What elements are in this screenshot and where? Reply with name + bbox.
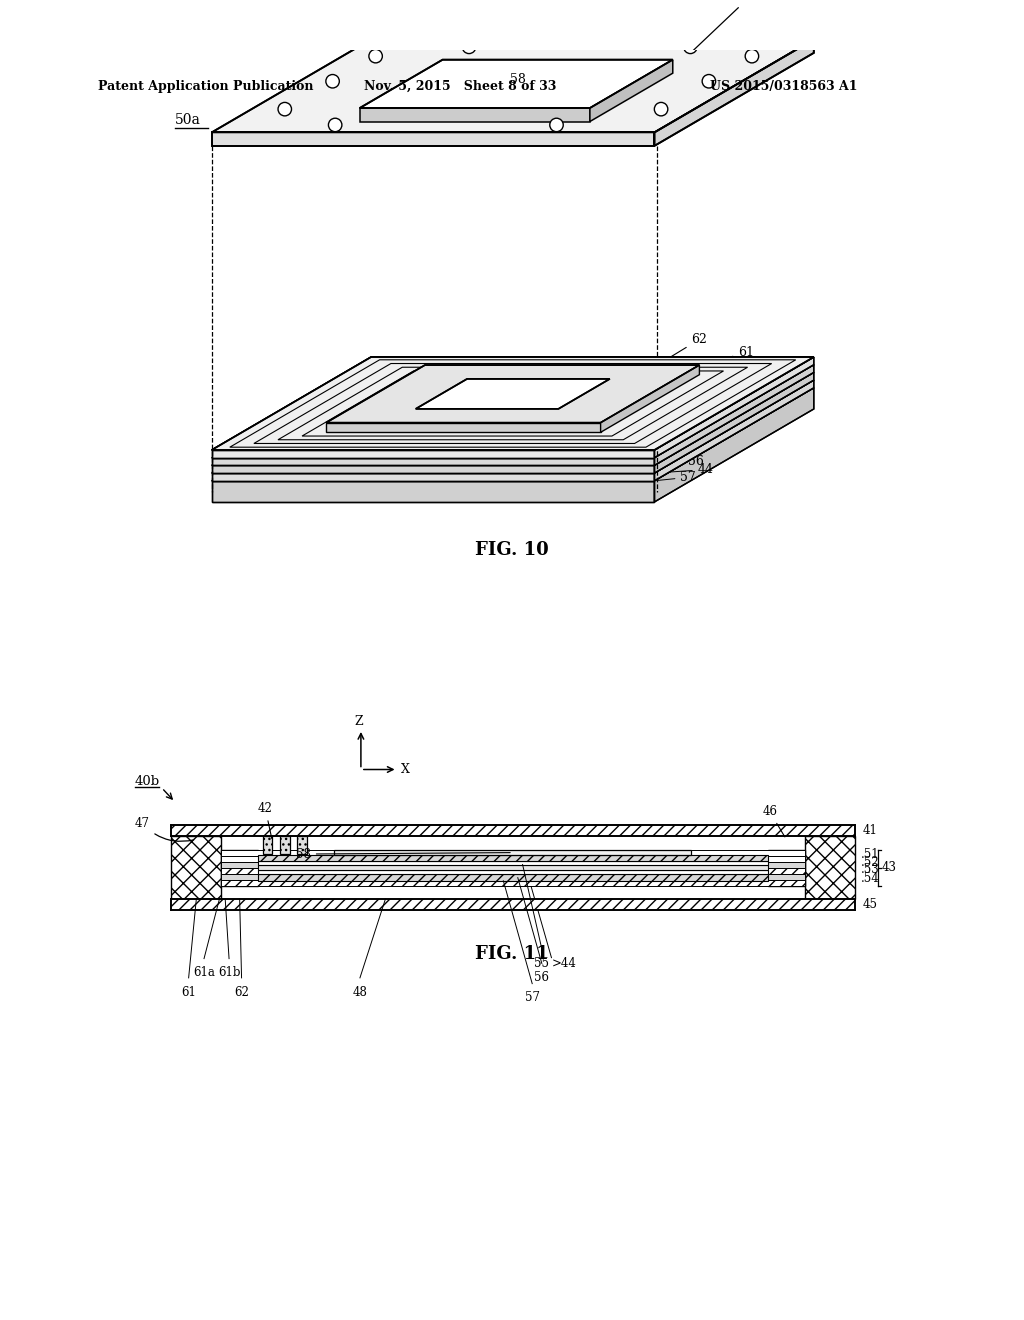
Polygon shape (654, 356, 814, 458)
Text: Nov. 5, 2015   Sheet 8 of 33: Nov. 5, 2015 Sheet 8 of 33 (364, 79, 556, 92)
Text: 41: 41 (862, 824, 878, 837)
Polygon shape (212, 372, 814, 466)
Text: 61: 61 (679, 346, 755, 370)
Circle shape (369, 49, 382, 63)
Polygon shape (416, 379, 610, 409)
Text: 45: 45 (862, 898, 878, 911)
Text: .54: .54 (860, 873, 880, 884)
Text: FIG. 10: FIG. 10 (475, 541, 549, 560)
Bar (258, 874, 768, 880)
Bar (221, 855, 805, 862)
Bar (221, 879, 805, 886)
Text: 57: 57 (524, 991, 540, 1005)
Polygon shape (359, 59, 673, 108)
Polygon shape (326, 366, 699, 422)
Text: US 2015/0318563 A1: US 2015/0318563 A1 (711, 79, 858, 92)
Polygon shape (212, 356, 814, 450)
Text: 40b: 40b (135, 775, 160, 788)
Text: 57: 57 (657, 471, 696, 483)
Text: 61a: 61a (194, 966, 215, 979)
Text: 58: 58 (510, 74, 526, 86)
Bar (768, 850, 805, 886)
Bar (335, 850, 691, 854)
Text: 55: 55 (657, 447, 694, 461)
Text: .51: .51 (860, 849, 879, 862)
Circle shape (745, 49, 759, 63)
Circle shape (550, 119, 563, 132)
Bar (263, 837, 272, 854)
Text: Z: Z (354, 715, 364, 727)
Bar (805, 837, 855, 899)
Polygon shape (212, 473, 654, 480)
Bar (258, 865, 768, 870)
Text: .53: .53 (860, 863, 880, 876)
Polygon shape (590, 59, 673, 121)
Text: X: X (401, 763, 411, 776)
Bar (221, 874, 805, 879)
Text: >44: >44 (552, 957, 577, 970)
Polygon shape (654, 380, 814, 480)
Circle shape (654, 103, 668, 116)
Text: 56: 56 (657, 455, 703, 469)
Circle shape (702, 74, 716, 88)
Polygon shape (212, 480, 654, 502)
Text: 46: 46 (762, 805, 784, 837)
Polygon shape (654, 388, 814, 502)
Circle shape (326, 74, 339, 88)
Bar (258, 861, 768, 865)
Polygon shape (212, 388, 814, 480)
Bar (221, 867, 805, 874)
Text: 61: 61 (181, 986, 196, 998)
Text: FIG. 11: FIG. 11 (475, 945, 549, 964)
Text: 53: 53 (687, 0, 759, 55)
Text: 47: 47 (135, 817, 194, 841)
Text: 61b: 61b (218, 966, 241, 979)
Polygon shape (212, 356, 814, 450)
Polygon shape (326, 422, 601, 433)
Text: 55: 55 (535, 957, 549, 970)
Polygon shape (359, 108, 590, 121)
Bar (221, 850, 805, 855)
Circle shape (684, 40, 697, 54)
Circle shape (329, 119, 342, 132)
Polygon shape (212, 132, 654, 145)
Polygon shape (212, 458, 654, 466)
Bar (171, 837, 221, 899)
Bar (221, 862, 805, 867)
Bar (171, 899, 855, 911)
Bar (258, 870, 768, 874)
Polygon shape (212, 364, 814, 458)
Polygon shape (212, 40, 814, 132)
Text: 58: 58 (296, 847, 510, 861)
Text: Patent Application Publication: Patent Application Publication (98, 79, 313, 92)
Polygon shape (212, 380, 814, 473)
Bar (171, 825, 855, 837)
Bar (221, 850, 258, 886)
Text: 56: 56 (535, 972, 549, 985)
Polygon shape (654, 364, 814, 466)
Polygon shape (212, 466, 654, 473)
Text: 62: 62 (234, 986, 249, 998)
Circle shape (279, 103, 292, 116)
Text: 50a: 50a (175, 114, 201, 127)
Text: 62: 62 (641, 333, 708, 375)
Circle shape (462, 40, 476, 54)
Bar (280, 837, 290, 854)
Text: 43: 43 (882, 861, 897, 874)
Polygon shape (601, 366, 699, 433)
Text: 48: 48 (352, 986, 368, 998)
Bar (297, 837, 307, 854)
Polygon shape (654, 40, 814, 145)
Polygon shape (212, 450, 654, 458)
Polygon shape (654, 372, 814, 473)
Text: 42: 42 (258, 803, 272, 838)
Bar (258, 854, 768, 861)
Text: .52: .52 (860, 855, 879, 869)
Text: 44: 44 (657, 463, 714, 477)
